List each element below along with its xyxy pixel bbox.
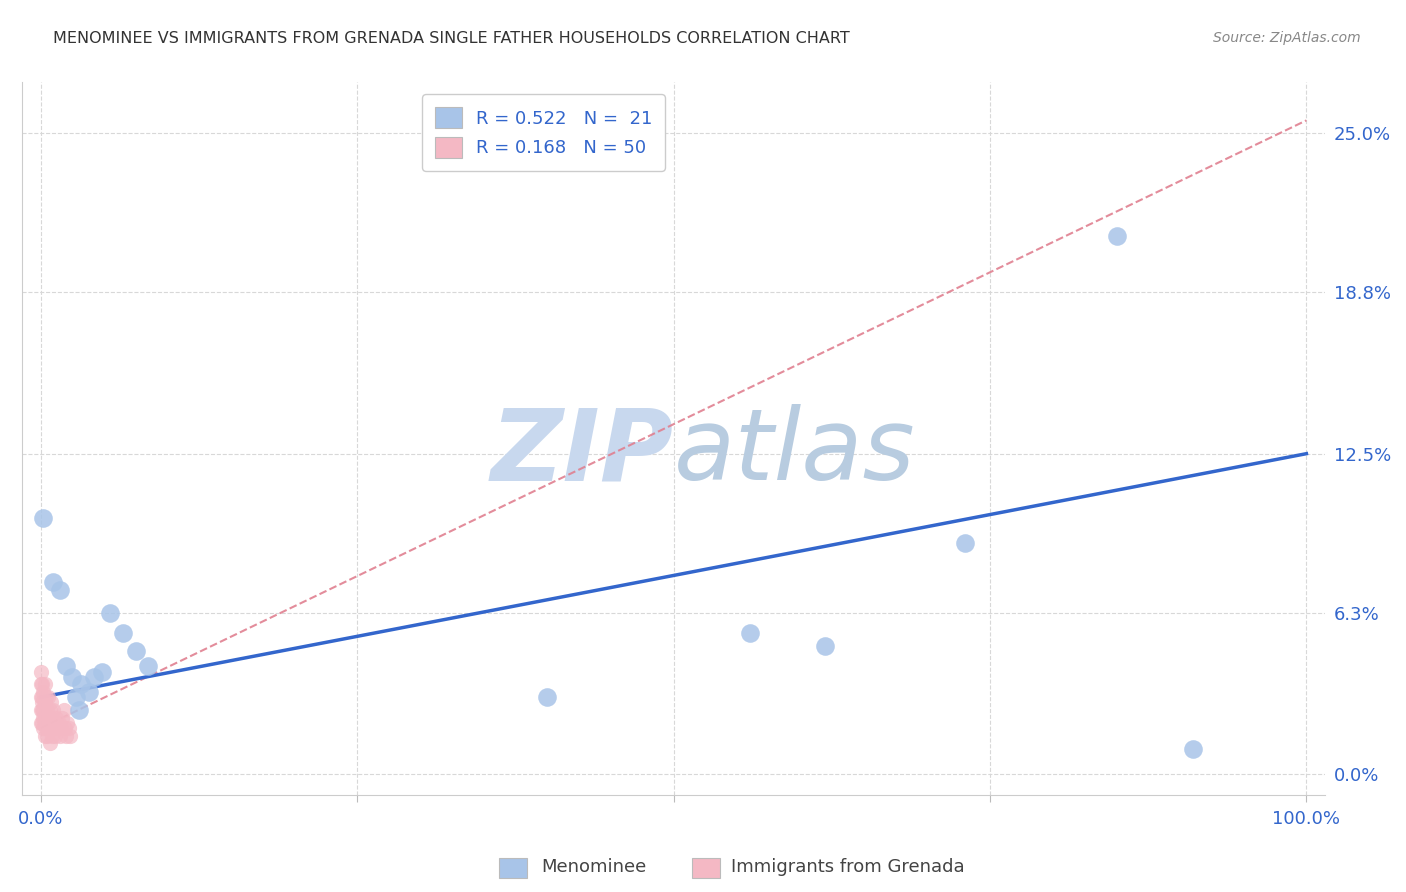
Point — [67, 703, 90, 717]
Point — [35, 690, 58, 705]
Point — [112, 626, 135, 640]
Point — [51, 711, 73, 725]
Point — [45, 711, 67, 725]
Point — [100, 606, 122, 620]
Text: Menominee: Menominee — [541, 858, 647, 876]
Point — [30, 677, 52, 691]
Point — [31, 695, 53, 709]
Point — [31, 677, 53, 691]
Point — [38, 721, 60, 735]
Point — [65, 690, 87, 705]
Point — [44, 715, 66, 730]
Point — [30, 665, 52, 679]
Point — [536, 690, 558, 705]
Point — [53, 721, 76, 735]
Point — [41, 729, 63, 743]
Text: Immigrants from Grenada: Immigrants from Grenada — [731, 858, 965, 876]
Point — [30, 715, 52, 730]
Point — [125, 644, 148, 658]
Point — [77, 685, 100, 699]
Point — [42, 703, 65, 717]
Point — [37, 703, 59, 717]
Text: Source: ZipAtlas.com: Source: ZipAtlas.com — [1213, 31, 1361, 45]
Point — [953, 536, 976, 550]
Point — [44, 729, 66, 743]
Point — [70, 677, 93, 691]
Point — [49, 721, 72, 735]
Point — [90, 665, 112, 679]
Point — [83, 670, 105, 684]
Point — [38, 736, 60, 750]
Point — [59, 729, 82, 743]
Point — [58, 721, 80, 735]
Point — [42, 721, 65, 735]
Point — [62, 670, 84, 684]
Legend: R = 0.522   N =  21, R = 0.168   N = 50: R = 0.522 N = 21, R = 0.168 N = 50 — [422, 95, 665, 170]
Point — [1105, 228, 1128, 243]
Text: atlas: atlas — [673, 404, 915, 501]
Point — [30, 690, 52, 705]
Point — [56, 715, 79, 730]
Point — [32, 721, 55, 735]
Point — [37, 729, 59, 743]
Point — [34, 677, 56, 691]
Point — [35, 711, 58, 725]
Point — [31, 690, 53, 705]
Point — [738, 626, 761, 640]
Point — [39, 695, 62, 709]
Point — [34, 715, 56, 730]
Point — [55, 729, 77, 743]
Point — [1181, 741, 1204, 756]
Point — [32, 703, 55, 717]
Point — [32, 711, 55, 725]
Point — [37, 690, 59, 705]
Point — [138, 659, 160, 673]
Point — [49, 729, 72, 743]
Point — [31, 703, 53, 717]
Point — [30, 703, 52, 717]
Point — [55, 659, 77, 673]
Text: ZIP: ZIP — [491, 404, 673, 501]
Point — [46, 721, 69, 735]
Point — [39, 721, 62, 735]
Point — [38, 703, 60, 717]
Point — [52, 703, 75, 717]
Point — [37, 715, 59, 730]
Point — [31, 715, 53, 730]
Point — [42, 574, 65, 589]
Point — [34, 729, 56, 743]
Point — [41, 715, 63, 730]
Point — [32, 685, 55, 699]
Point — [814, 639, 837, 653]
Point — [39, 711, 62, 725]
Text: MENOMINEE VS IMMIGRANTS FROM GRENADA SINGLE FATHER HOUSEHOLDS CORRELATION CHART: MENOMINEE VS IMMIGRANTS FROM GRENADA SIN… — [53, 31, 851, 46]
Point — [34, 695, 56, 709]
Point — [35, 721, 58, 735]
Point — [37, 715, 59, 730]
Point — [49, 582, 72, 597]
Point — [32, 510, 55, 524]
Point — [48, 715, 70, 730]
